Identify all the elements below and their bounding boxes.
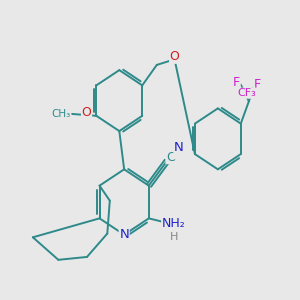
Text: NH₂: NH₂ — [162, 218, 185, 230]
Text: CH₃: CH₃ — [51, 109, 70, 119]
Text: O: O — [169, 50, 179, 63]
Text: O: O — [82, 106, 92, 119]
Text: N: N — [119, 228, 129, 241]
Text: F: F — [233, 76, 240, 88]
Text: F: F — [254, 78, 260, 91]
Text: N: N — [174, 141, 184, 154]
Text: CF₃: CF₃ — [238, 88, 256, 98]
Text: C: C — [166, 151, 175, 164]
Text: H: H — [169, 232, 178, 242]
